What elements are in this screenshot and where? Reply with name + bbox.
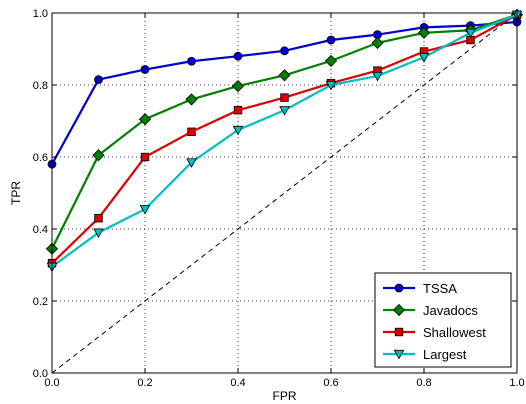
plot-frame — [51, 12, 518, 374]
point-javadocs — [231, 80, 245, 93]
x-tick-label: 0.6 — [323, 377, 338, 389]
y-tick-label: 0.0 — [33, 368, 48, 380]
point-largest — [372, 71, 383, 82]
x-tick-label: 0.8 — [416, 377, 431, 389]
legend-item-shallowest: Shallowest — [383, 325, 486, 340]
point-shallowest — [280, 93, 289, 102]
point-tssa — [140, 65, 150, 74]
point-tssa — [280, 46, 289, 56]
point-largest — [232, 125, 244, 136]
y-tick-label: 0.8 — [33, 80, 48, 92]
point-javadocs — [417, 26, 431, 39]
point-largest — [465, 28, 476, 39]
point-largest — [139, 205, 151, 215]
legend: TSSA Javadocs Shallowest Largest — [374, 272, 512, 368]
point-javadocs — [278, 69, 291, 82]
point-largest — [93, 228, 104, 239]
legend-label-shallowest: Shallowest — [423, 325, 486, 340]
point-javadocs — [324, 54, 338, 67]
y-tick-label: 0.2 — [33, 296, 48, 308]
legend-label-tssa: TSSA — [423, 281, 457, 296]
legend-item-tssa: TSSA — [383, 281, 457, 296]
series-tssa — [47, 17, 522, 169]
series-layer — [45, 8, 524, 273]
x-tick-label: 1.0 — [509, 377, 524, 389]
point-javadocs — [185, 93, 198, 106]
axis-ticks: 0.0 0.2 0.4 0.6 0.8 1.0 0.0 0.2 0.4 0.6 0.8 1.0 — [33, 8, 525, 389]
x-tick-label: 0.0 — [44, 377, 59, 389]
point-tssa — [94, 75, 103, 84]
y-tick-label: 0.6 — [33, 152, 48, 164]
point-tssa — [187, 56, 196, 66]
legend-label-javadocs: Javadocs — [423, 303, 478, 318]
y-tick-label: 1.0 — [33, 8, 48, 20]
point-shallowest — [94, 213, 103, 223]
point-shallowest — [233, 106, 243, 115]
x-tick-label: 0.4 — [230, 377, 245, 389]
legend-label-largest: Largest — [423, 347, 467, 362]
point-tssa — [326, 35, 336, 45]
x-axis-label: FPR — [273, 389, 297, 403]
chance-diagonal — [51, 12, 518, 374]
point-javadocs — [371, 36, 384, 49]
legend-marker-largest — [393, 349, 405, 360]
grid — [52, 13, 517, 373]
point-largest — [186, 158, 197, 168]
point-javadocs — [92, 149, 105, 162]
legend-item-largest: Largest — [383, 347, 467, 362]
point-largest — [418, 53, 430, 63]
legend-marker-shallowest — [394, 327, 404, 337]
y-axis-label: TPR — [9, 181, 23, 205]
point-shallowest — [140, 152, 150, 162]
point-shallowest — [187, 127, 196, 136]
point-largest — [279, 106, 290, 116]
legend-marker-javadocs — [392, 303, 406, 317]
point-largest — [325, 80, 337, 91]
legend-item-javadocs: Javadocs — [383, 303, 478, 318]
series-line-tssa — [51, 20, 518, 165]
series-largest — [46, 10, 523, 273]
point-javadocs — [138, 113, 152, 126]
series-javadocs — [45, 8, 524, 255]
point-tssa — [233, 51, 243, 61]
legend-marker-tssa — [394, 283, 404, 293]
x-tick-label: 0.2 — [137, 377, 152, 389]
y-tick-label: 0.4 — [33, 224, 48, 236]
